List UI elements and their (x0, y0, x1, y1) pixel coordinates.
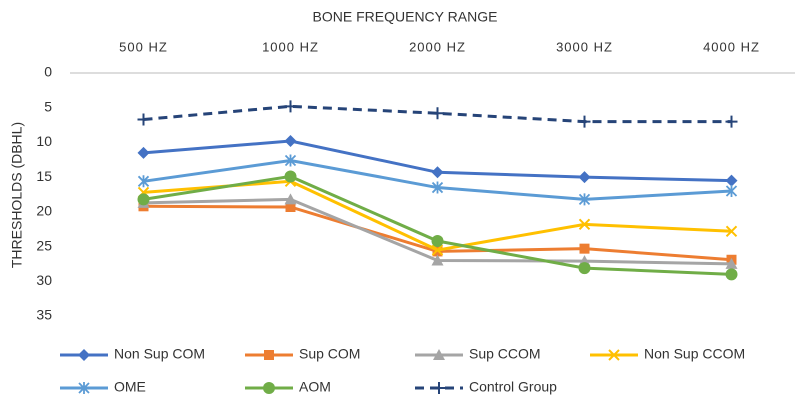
marker (284, 193, 297, 205)
marker (285, 201, 296, 212)
marker (725, 115, 738, 128)
marker (578, 262, 591, 275)
legend-label: Non Sup COM (114, 346, 205, 362)
marker (578, 193, 591, 206)
x-tick-label: 2000 HZ (409, 39, 466, 54)
marker (284, 135, 297, 148)
marker (137, 146, 150, 159)
marker (579, 243, 590, 254)
marker (725, 185, 738, 198)
y-tick-label: 20 (36, 203, 52, 219)
marker (608, 349, 620, 361)
marker (578, 218, 591, 231)
x-tick-label: 1000 HZ (262, 39, 319, 54)
marker (433, 382, 445, 394)
x-tick-label: 4000 HZ (703, 39, 760, 54)
marker (725, 225, 738, 238)
marker (725, 174, 738, 187)
marker (431, 244, 444, 256)
marker (431, 166, 444, 179)
y-tick-label: 15 (36, 168, 52, 184)
marker (284, 170, 297, 183)
y-axis-label: THRESHOLDS (DBHL) (9, 122, 25, 268)
legend-label: Non Sup CCOM (644, 346, 745, 362)
marker (137, 175, 150, 188)
marker (725, 268, 738, 281)
marker (578, 171, 591, 184)
legend-label: Sup CCOM (469, 346, 541, 362)
marker (264, 350, 274, 360)
marker (284, 154, 297, 167)
x-tick-label: 3000 HZ (556, 39, 613, 54)
marker (578, 115, 591, 128)
marker (137, 193, 150, 206)
y-tick-label: 35 (36, 307, 52, 323)
legend-label: AOM (299, 379, 331, 395)
marker (431, 107, 444, 120)
marker (78, 349, 90, 361)
y-tick-label: 0 (44, 64, 52, 80)
series-line (143, 104, 732, 124)
marker (725, 257, 738, 269)
legend-label: Sup COM (299, 346, 360, 362)
legend-label: OME (114, 379, 146, 395)
marker (431, 181, 444, 194)
marker (284, 100, 297, 113)
chart-title: BONE FREQUENCY RANGE (313, 9, 498, 25)
marker (263, 382, 275, 394)
y-tick-label: 5 (44, 98, 52, 114)
marker (431, 254, 444, 266)
marker (433, 349, 445, 360)
legend-label: Control Group (469, 379, 557, 395)
marker (78, 382, 90, 394)
y-tick-label: 25 (36, 237, 52, 253)
x-tick-label: 500 HZ (119, 39, 168, 54)
y-tick-label: 10 (36, 133, 52, 149)
marker (431, 235, 444, 248)
marker (137, 113, 150, 126)
y-tick-label: 30 (36, 272, 52, 288)
